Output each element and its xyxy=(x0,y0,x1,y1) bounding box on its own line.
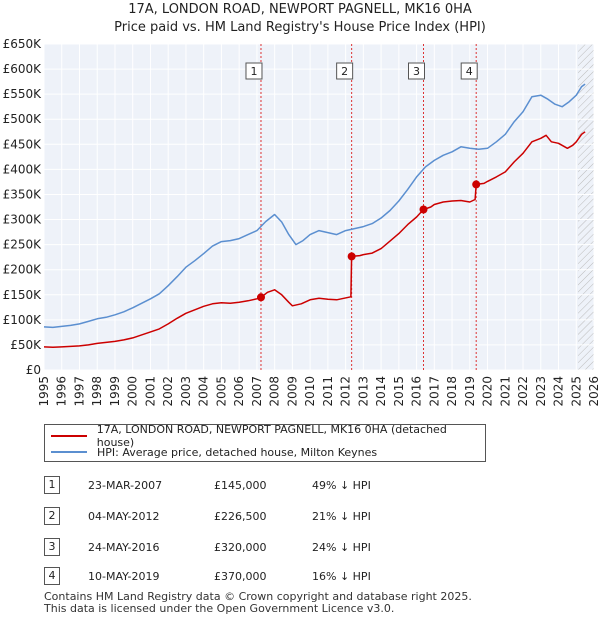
sale-point xyxy=(472,180,481,189)
sale-label-box xyxy=(336,62,354,80)
x-tick-label: 2015 xyxy=(392,376,406,407)
sale-label-box xyxy=(460,62,478,80)
chart-subtitle: Price paid vs. HM Land Registry's House … xyxy=(114,20,486,35)
sale-point xyxy=(256,293,265,302)
x-tick-label: 2019 xyxy=(463,376,477,407)
x-tick-label: 1997 xyxy=(72,376,86,407)
x-tick-label: 2017 xyxy=(427,376,441,407)
y-tick-label: £550K xyxy=(3,87,43,101)
x-tick-label: 2006 xyxy=(232,376,246,407)
x-tick-label: 2023 xyxy=(534,376,548,407)
y-tick-label: £350K xyxy=(3,187,43,201)
y-tick-label: £50K xyxy=(10,338,42,352)
plot-background xyxy=(44,44,594,370)
transaction-number: 2 xyxy=(44,507,60,525)
transaction-hpi-diff: 24% ↓ HPI xyxy=(312,541,371,554)
transaction-price: £370,000 xyxy=(214,570,267,583)
transaction-date: 24-MAY-2016 xyxy=(88,541,160,554)
chart-title: 17A, LONDON ROAD, NEWPORT PAGNELL, MK16 … xyxy=(128,2,472,17)
sale-point xyxy=(419,205,428,214)
price-chart: 1 2 3 4 £0 £50K £100K £150K £200K £250K £300K £350… xyxy=(3,37,600,407)
sale-label-box xyxy=(408,62,425,80)
sale-label-box xyxy=(245,62,263,80)
x-tick-label: 2001 xyxy=(143,376,157,407)
x-tick-label: 2012 xyxy=(339,376,353,407)
x-tick-label: 2013 xyxy=(356,376,370,407)
x-tick-label: 1996 xyxy=(55,376,69,407)
y-tick-label: £450K xyxy=(3,137,43,151)
x-tick-label: 2002 xyxy=(161,376,175,407)
x-tick-label: 2010 xyxy=(303,376,317,407)
x-tick-label: 2009 xyxy=(285,376,299,407)
y-tick-label: £0 xyxy=(26,363,41,377)
transaction-hpi-diff: 16% ↓ HPI xyxy=(312,570,371,583)
transaction-price: £226,500 xyxy=(214,510,267,523)
y-tick-label: £300K xyxy=(3,213,43,227)
legend: 17A, LONDON ROAD, NEWPORT PAGNELL, MK16 … xyxy=(44,423,486,462)
transaction-hpi-diff: 49% ↓ HPI xyxy=(312,479,371,492)
sale-label: 1 xyxy=(250,65,257,78)
x-tick-label: 2025 xyxy=(569,376,583,407)
x-tick-label: 2011 xyxy=(321,376,335,407)
transaction-price: £320,000 xyxy=(214,541,267,554)
legend-item-property: 17A, LONDON ROAD, NEWPORT PAGNELL, MK16 … xyxy=(51,423,485,449)
y-tick-label: £500K xyxy=(3,112,43,126)
sale-point xyxy=(347,252,356,261)
transaction-price: £145,000 xyxy=(214,479,267,492)
x-tick-label: 2014 xyxy=(374,376,388,407)
y-tick-label: £600K xyxy=(3,62,43,76)
x-tick-label: 2000 xyxy=(126,376,140,407)
x-tick-label: 2024 xyxy=(552,376,566,407)
legend-swatch-property xyxy=(51,435,87,437)
y-tick-label: £150K xyxy=(3,288,43,302)
x-tick-label: 2004 xyxy=(197,376,211,407)
x-tick-label: 2005 xyxy=(214,376,228,407)
x-tick-label: 2016 xyxy=(410,376,424,407)
hpi-line xyxy=(43,83,586,329)
x-tick-label: 2020 xyxy=(481,376,495,407)
footer-copyright: Contains HM Land Registry data © Crown c… xyxy=(44,590,472,603)
legend-item-hpi: HPI: Average price, detached house, Milt… xyxy=(51,444,377,460)
legend-label-property: 17A, LONDON ROAD, NEWPORT PAGNELL, MK16 … xyxy=(96,423,447,449)
legend-label-hpi: HPI: Average price, detached house, Milt… xyxy=(97,445,378,459)
transaction-number: 1 xyxy=(44,476,60,494)
footer-licence: This data is licensed under the Open Gov… xyxy=(44,602,395,615)
transaction-date: 10-MAY-2019 xyxy=(88,570,160,583)
transaction-date: 04-MAY-2012 xyxy=(88,510,160,523)
transaction-date: 23-MAR-2007 xyxy=(88,479,163,492)
y-tick-label: £200K xyxy=(3,263,43,277)
forecast-hatch xyxy=(578,44,594,370)
x-tick-label: 1998 xyxy=(90,376,104,407)
property-price-line xyxy=(43,131,586,348)
transaction-number: 3 xyxy=(44,538,60,556)
transaction-number: 4 xyxy=(44,567,60,585)
sale-label: 2 xyxy=(341,65,348,78)
y-tick-label: £100K xyxy=(3,313,43,327)
legend-swatch-hpi xyxy=(51,451,87,453)
x-tick-label: 1995 xyxy=(37,376,51,407)
x-tick-label: 2003 xyxy=(179,376,193,407)
x-tick-label: 2021 xyxy=(498,376,512,407)
x-tick-label: 2007 xyxy=(250,376,264,407)
y-tick-label: £250K xyxy=(3,238,43,252)
x-tick-label: 2018 xyxy=(445,376,459,407)
x-tick-label: 2008 xyxy=(268,376,282,407)
transaction-hpi-diff: 21% ↓ HPI xyxy=(312,510,371,523)
x-tick-label: 2022 xyxy=(516,376,530,407)
x-tick-label: 2026 xyxy=(587,376,600,407)
x-tick-label: 1999 xyxy=(108,376,122,407)
sale-label: 4 xyxy=(466,65,473,78)
y-tick-label: £400K xyxy=(3,162,43,176)
sale-label: 3 xyxy=(413,65,420,78)
y-tick-label: £650K xyxy=(3,37,43,51)
